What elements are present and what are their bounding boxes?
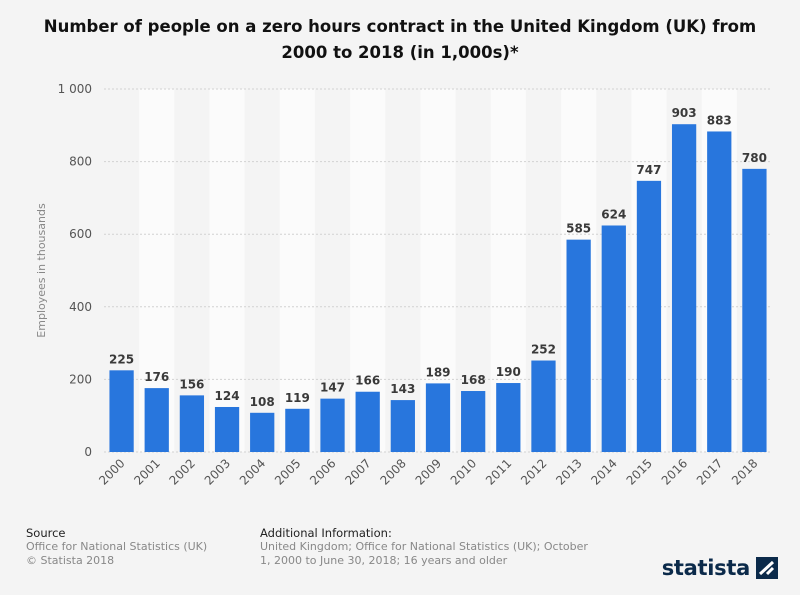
bar (425, 383, 451, 452)
y-tick-label: 200 (69, 372, 92, 386)
data-label: 225 (109, 352, 134, 366)
data-label: 883 (707, 113, 732, 127)
additional-info-heading: Additional Information: (260, 526, 392, 540)
bar (707, 131, 732, 452)
column-band (350, 89, 386, 452)
data-label: 190 (496, 365, 521, 379)
bar (109, 370, 134, 452)
x-tick-label: 2015 (624, 456, 655, 487)
data-label: 252 (531, 343, 556, 357)
data-label: 166 (355, 374, 380, 388)
x-tick-label: 2011 (483, 456, 514, 487)
y-tick-label: 400 (69, 300, 92, 314)
y-tick-label: 0 (84, 445, 92, 459)
x-tick-label: 2005 (272, 456, 303, 487)
column-band (209, 89, 245, 452)
bar (636, 180, 662, 453)
data-label: 189 (425, 365, 450, 379)
statista-logo-text: statista (661, 556, 751, 580)
x-tick-label: 2017 (694, 456, 725, 487)
bar (742, 168, 767, 453)
y-tick-label: 600 (69, 227, 92, 241)
bar (601, 225, 626, 452)
bar (355, 391, 380, 452)
x-tick-label: 2000 (96, 456, 127, 487)
x-tick-label: 2010 (448, 456, 479, 487)
data-label: 176 (144, 370, 169, 384)
data-label: 903 (672, 106, 697, 120)
x-tick-label: 2013 (553, 456, 584, 487)
x-tick-label: 2009 (413, 456, 444, 487)
statista-logo-icon (756, 557, 778, 579)
x-tick-label: 2014 (588, 456, 619, 487)
bar (214, 406, 240, 452)
data-label: 585 (566, 222, 591, 236)
source-block: Source Office for National Statistics (U… (26, 526, 207, 568)
y-tick-label: 1 000 (58, 82, 92, 96)
data-label: 780 (742, 151, 767, 165)
data-label: 124 (215, 389, 240, 403)
bar (566, 239, 591, 452)
data-label: 624 (601, 207, 626, 221)
bar (671, 124, 697, 452)
chart-title: Number of people on a zero hours contrac… (43, 17, 757, 62)
source-line-2: © Statista 2018 (26, 554, 115, 567)
y-axis-title: Employees in thousands (35, 203, 48, 338)
bar (250, 412, 275, 452)
bar-chart: 0 200 400 600 800 1 000 Employees in thousands… (35, 82, 772, 488)
data-label: 156 (179, 377, 204, 391)
bar (496, 383, 521, 452)
additional-info-text: United Kingdom; Office for National Stat… (260, 540, 588, 567)
x-tick-label: 2004 (237, 456, 268, 487)
source-line-1: Office for National Statistics (UK) (26, 540, 208, 553)
x-tick-label: 2002 (167, 456, 198, 487)
x-tick-label: 2016 (659, 456, 690, 487)
column-band (279, 89, 315, 452)
bar (531, 360, 556, 452)
data-label: 168 (461, 373, 486, 387)
data-label: 147 (320, 381, 345, 395)
y-tick-label: 800 (69, 155, 92, 169)
bar (320, 398, 345, 452)
x-tick-label: 2001 (131, 456, 162, 487)
x-tick-label: 2018 (729, 456, 760, 487)
x-tick-label: 2008 (377, 456, 408, 487)
statista-logo[interactable]: statista (662, 556, 778, 580)
x-tick-label: 2007 (342, 456, 373, 487)
additional-info-block: Additional Information: United Kingdom; … (260, 526, 600, 568)
data-label: 108 (250, 395, 275, 409)
x-tick-label: 2006 (307, 456, 338, 487)
bar (144, 388, 169, 452)
source-heading: Source (26, 526, 66, 540)
data-label: 747 (636, 163, 661, 177)
x-tick-label: 2012 (518, 456, 549, 487)
x-tick-label: 2003 (202, 456, 233, 487)
data-label: 143 (390, 382, 415, 396)
bar (390, 400, 415, 452)
data-label: 119 (285, 391, 310, 405)
bar (179, 395, 205, 452)
bar (285, 408, 310, 452)
bar (461, 391, 486, 452)
